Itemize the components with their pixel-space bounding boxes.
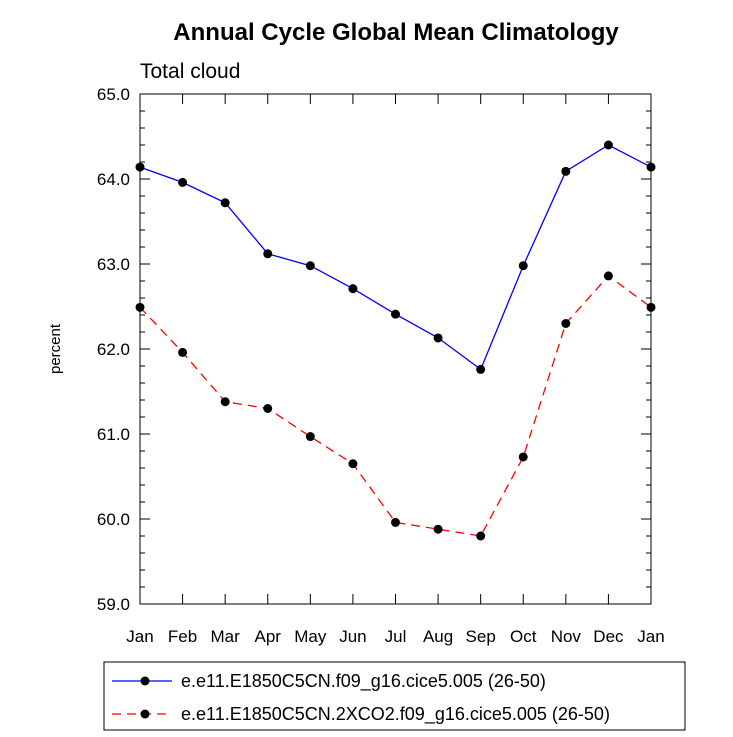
series-1-point [220,198,230,208]
legend-label-2: e.e11.E1850C5CN.2XCO2.f09_g16.cice5.005 … [181,704,610,725]
series-2-point [305,432,315,442]
chart-title: Annual Cycle Global Mean Climatology [173,19,619,46]
series-2-point [220,397,230,407]
x-tick-label: Jan [126,627,153,646]
chart-subtitle: Total cloud [140,60,240,83]
y-tick-label: 60.0 [97,510,130,529]
axis-ticks [139,93,652,605]
y-tick-label: 62.0 [97,340,130,359]
y-tick-labels: 59.0 60.0 61.0 62.0 63.0 64.0 65.0 [97,85,130,614]
series-1-point [433,333,443,343]
series-group [135,140,656,541]
legend-box [103,661,686,731]
legend-marker-1 [140,676,150,686]
series-line-1 [139,144,652,371]
series-1-point [603,140,613,150]
x-tick-label: Jun [339,627,366,646]
series-1-point [391,309,400,319]
series-2-point [263,404,273,413]
x-tick-label: Sep [466,627,496,646]
x-tick-label: Oct [510,627,537,646]
x-tick-label: Nov [551,627,582,646]
x-tick-labels: Jan Feb Mar Apr May Jun Jul Aug Sep Oct Nov Dec Jan [126,627,664,646]
legend: e.e11.E1850C5CN.f09_g16.cice5.005 (26-50… [112,671,610,725]
x-tick-label: Jul [385,627,407,646]
y-tick-label: 63.0 [97,255,130,274]
y-tick-label: 59.0 [97,595,130,614]
series-2-point [603,271,613,281]
y-tick-label: 61.0 [97,425,130,444]
x-tick-label: Dec [593,627,624,646]
series-2-point [391,517,400,527]
series-1-point [518,261,528,271]
series-2-point [135,302,145,312]
y-tick-label: 65.0 [97,85,130,104]
x-tick-label: Aug [423,627,453,646]
y-tick-label: 64.0 [97,170,130,189]
series-2-point [178,347,188,357]
plot-frame [139,93,652,605]
series-1-point [646,162,656,172]
series-2-point [518,452,528,462]
legend-label-1: e.e11.E1850C5CN.f09_g16.cice5.005 (26-50… [181,671,546,692]
series-2-point [561,319,571,328]
x-tick-label: May [294,627,327,646]
series-1-point [476,364,486,374]
x-tick-label: Apr [255,627,282,646]
x-tick-label: Mar [211,627,241,646]
series-2-point [646,302,656,312]
series-1-point [135,162,145,172]
x-tick-label: Jan [637,627,664,646]
series-1-point [263,249,273,259]
series-2-point [433,524,443,534]
y-axis-label: percent [47,323,64,374]
series-2-point [476,531,486,541]
legend-marker-2 [140,709,150,719]
series-1-point [348,284,358,294]
series-1-point [305,261,315,271]
series-2-point [348,459,358,469]
x-tick-label: Feb [168,627,197,646]
series-1-point [561,166,571,176]
series-1-point [178,177,188,187]
